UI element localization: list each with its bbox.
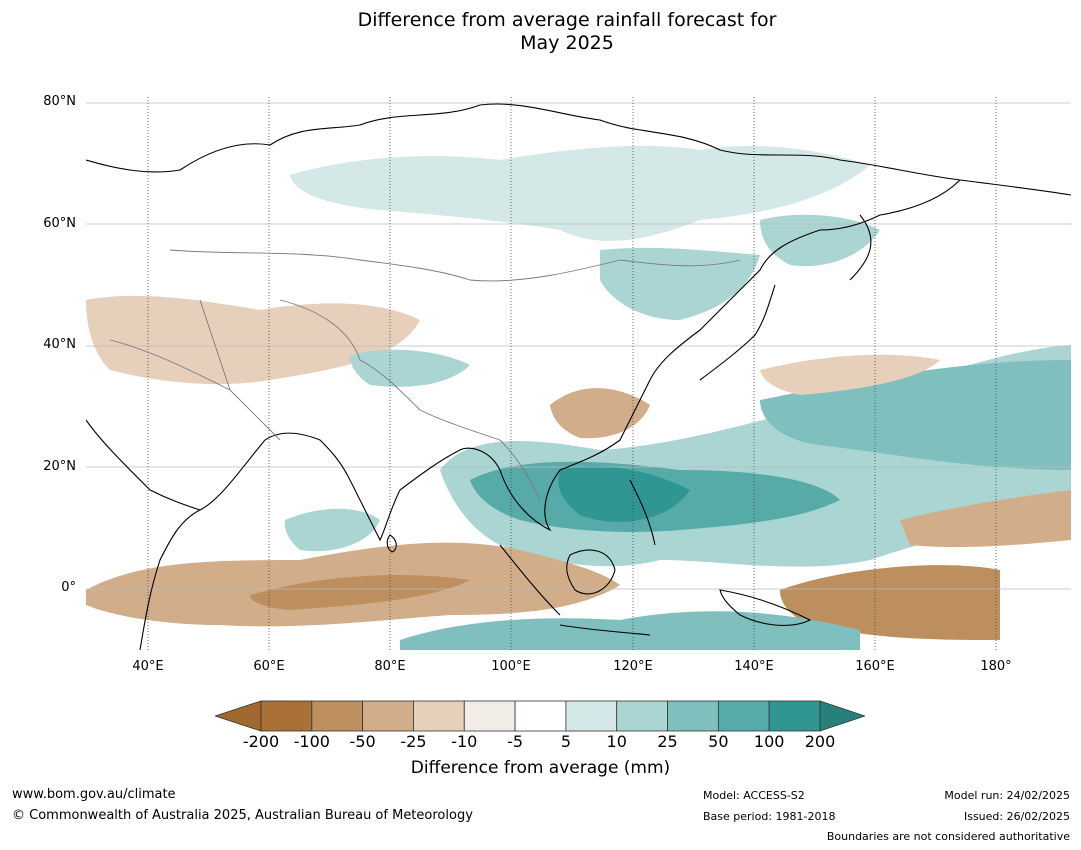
colorbar — [215, 700, 865, 732]
coast-philippines — [629, 479, 656, 546]
disclaimer-text: Boundaries are not considered authoritat… — [826, 830, 1070, 843]
anomaly-philippines-wet — [558, 466, 690, 522]
lon-label-60e: 60°E — [253, 659, 285, 674]
coast-south-asia — [264, 432, 561, 542]
lat-label-60n: 60°N — [43, 216, 76, 231]
lat-label-80n: 80°N — [43, 94, 76, 109]
model-run-text: Model run: 24/02/2025 — [944, 789, 1070, 802]
coast-arabia-africa — [86, 419, 266, 650]
colorbar-under-triangle — [215, 700, 262, 732]
lon-label-40e: 40°E — [132, 659, 164, 674]
colorbar-tick-label: 100 — [753, 732, 785, 751]
anomaly-central-pacific-dry — [780, 565, 1000, 640]
anomaly-kamchatka-wet — [760, 214, 880, 267]
coast-borneo — [566, 549, 616, 595]
coast-japan — [699, 284, 776, 381]
anomaly-equatorial-dry-core — [250, 575, 470, 610]
coast-java — [559, 624, 651, 636]
colorbar-cell — [768, 700, 821, 732]
map-canvas — [86, 97, 1071, 650]
colorbar-cell — [362, 700, 414, 732]
colorbar-tick-label: 25 — [657, 732, 678, 751]
anomaly-china-dry — [550, 388, 650, 439]
coast-new-guinea — [719, 589, 812, 626]
colorbar-cell — [463, 700, 516, 732]
lon-label-80e: 80°E — [374, 659, 406, 674]
colorbar-cell — [311, 700, 364, 732]
colorbar-tick-label: -100 — [293, 732, 330, 751]
copyright-text: © Commonwealth of Australia 2025, Austra… — [12, 808, 473, 823]
latitude-gridlines — [86, 102, 1071, 590]
colorbar-cell — [667, 700, 719, 732]
anomaly-central-asia-dry — [86, 295, 420, 385]
anomaly-south-wet — [400, 611, 860, 650]
colorbar-cell — [616, 700, 668, 732]
map-area: 80°N 60°N 40°N 20°N 0° 40°E 60°E 80°E 10… — [43, 94, 1071, 674]
coast-arctic-russia — [86, 103, 1071, 196]
title-line-1: Difference from average rainfall forecas… — [357, 9, 777, 31]
colorbar-tick-label: -25 — [400, 732, 427, 751]
colorbar-tick-label: -200 — [242, 732, 280, 751]
colorbar-cell — [413, 700, 465, 732]
lon-label-120e: 120°E — [613, 659, 653, 674]
longitude-gridlines — [147, 97, 997, 650]
coast-pacific-asia — [559, 179, 961, 471]
coast-sumatra — [499, 544, 561, 616]
colorbar-tick-label: -50 — [349, 732, 376, 751]
lat-label-20n: 20°N — [43, 459, 76, 474]
colorbar-title: Difference from average (mm) — [410, 758, 671, 778]
lon-label-100e: 100°E — [491, 659, 531, 674]
colorbar-tick-label: -5 — [507, 732, 524, 751]
colorbar-cell — [565, 700, 618, 732]
anomaly-east-pacific-dry — [900, 490, 1071, 548]
colorbar-tick-label: 200 — [804, 732, 836, 751]
colorbar-tick-label: 10 — [606, 732, 627, 751]
anomaly-siberia-wet — [290, 145, 870, 241]
colorbar-cells — [260, 700, 821, 732]
map-title: Difference from average rainfall forecas… — [0, 9, 1081, 55]
anomaly-tibet-wet — [350, 349, 470, 387]
colorbar-tick-label: -10 — [451, 732, 478, 751]
colorbar-tick-label: 50 — [708, 732, 729, 751]
coastlines — [86, 103, 1071, 650]
colorbar-over-triangle — [819, 700, 865, 732]
colorbar-cell — [260, 700, 313, 732]
issued-text: Issued: 26/02/2025 — [963, 810, 1070, 823]
model-text: Model: ACCESS-S2 — [703, 789, 805, 802]
colorbar-cell — [717, 700, 770, 732]
base-period-text: Base period: 1981-2018 — [703, 810, 836, 823]
lat-label-0: 0° — [61, 580, 76, 595]
anomaly-indian-ocean-wet — [284, 508, 380, 552]
anomaly-northeast-asia-wet — [600, 247, 760, 320]
coast-kamchatka — [849, 214, 872, 281]
lon-label-180: 180° — [980, 659, 1012, 674]
lat-label-40n: 40°N — [43, 337, 76, 352]
colorbar-tick-label: 5 — [560, 732, 571, 751]
title-line-2: May 2025 — [520, 32, 614, 54]
lon-label-160e: 160°E — [855, 659, 895, 674]
colorbar-cell — [514, 700, 567, 732]
anomaly-north-pacific-dry — [760, 354, 940, 395]
coast-sri-lanka — [386, 534, 397, 553]
website-link[interactable]: www.bom.gov.au/climate — [12, 787, 176, 802]
country-boundaries — [109, 249, 741, 501]
lon-label-140e: 140°E — [734, 659, 774, 674]
